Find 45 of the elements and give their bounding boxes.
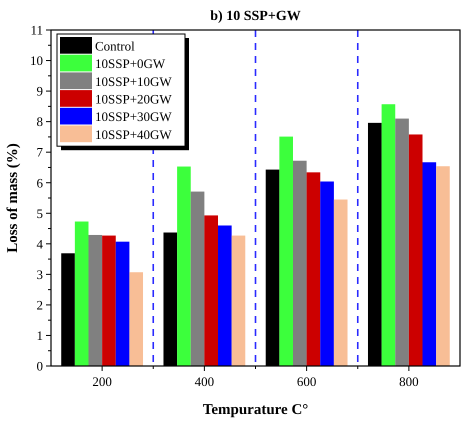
legend-label: 10SSP+40GW (95, 126, 172, 142)
bar (320, 182, 334, 366)
bar (232, 236, 246, 366)
y-tick-label: 11 (30, 22, 43, 38)
y-tick-label: 5 (36, 206, 43, 221)
y-tick-label: 0 (36, 358, 43, 374)
bar (408, 134, 423, 366)
bar (74, 222, 88, 366)
x-tick-label: 600 (296, 374, 316, 389)
bar (177, 166, 191, 366)
bar (190, 192, 204, 366)
bar (395, 118, 409, 366)
bar (306, 172, 320, 366)
bar (129, 272, 144, 366)
chart-title: b) 10 SSP+GW (210, 9, 301, 24)
legend-label: 10SSP+30GW (95, 109, 172, 124)
y-tick-label: 8 (36, 114, 43, 130)
bar (218, 225, 232, 366)
bar (334, 200, 348, 366)
bar (102, 236, 116, 366)
bar (279, 136, 293, 366)
y-axis-title: Loss of mass (%) (5, 143, 21, 253)
y-tick-label: 2 (36, 297, 43, 312)
legend-label: 10SSP+0GW (95, 56, 166, 72)
bar (88, 234, 102, 366)
legend-label: Control (95, 38, 136, 54)
x-tick-label: 400 (194, 374, 214, 389)
bar (422, 162, 436, 366)
legend-label: 10SSP+20GW (95, 92, 172, 106)
y-tick-label: 3 (36, 266, 43, 282)
y-tick-label: 4 (36, 236, 44, 252)
legend-label: 10SSP+10GW (95, 74, 172, 89)
bar (204, 215, 218, 366)
y-tick-label: 10 (30, 53, 43, 68)
y-tick-label: 1 (36, 328, 43, 344)
bar (116, 242, 130, 366)
bar (436, 166, 450, 366)
x-tick-label: 200 (92, 374, 112, 389)
bar (292, 160, 307, 366)
y-tick-label: 9 (36, 84, 43, 99)
y-tick-label: 6 (36, 175, 44, 190)
y-tick-label: 7 (36, 144, 44, 160)
x-axis-title: Tempurature C° (202, 402, 308, 418)
x-tick-label: 800 (399, 374, 419, 389)
bar (382, 104, 396, 366)
